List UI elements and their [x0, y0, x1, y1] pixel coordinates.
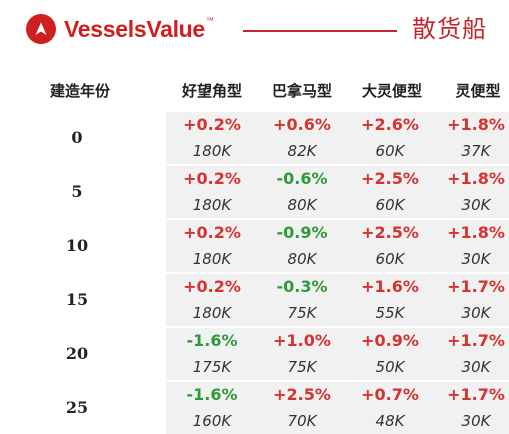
- value-capesize: 180K: [192, 250, 232, 268]
- change-handysize: +1.7%: [447, 277, 505, 296]
- value-panamax: 80K: [287, 196, 317, 214]
- column-header-handysize: 灵便型: [455, 82, 501, 100]
- trademark-symbol: ™: [205, 15, 214, 25]
- column-header-panamax: 巴拿马型: [271, 82, 332, 100]
- change-panamax: +0.6%: [273, 115, 331, 134]
- change-supramax: +2.5%: [361, 169, 419, 188]
- change-capesize: +0.2%: [183, 169, 241, 188]
- change-supramax: +0.7%: [361, 385, 419, 404]
- header: VesselsValue ™ 散货船: [0, 0, 509, 60]
- value-supramax: 50K: [375, 358, 405, 376]
- value-capesize: 180K: [192, 304, 232, 322]
- change-panamax: -0.9%: [276, 223, 328, 242]
- value-handysize: 30K: [461, 196, 491, 214]
- value-panamax: 75K: [287, 304, 317, 322]
- brand-logo: VesselsValue ™: [26, 14, 214, 44]
- change-supramax: +2.5%: [361, 223, 419, 242]
- change-supramax: +1.6%: [361, 277, 419, 296]
- value-panamax: 75K: [287, 358, 317, 376]
- value-panamax: 82K: [287, 142, 317, 160]
- row-age-label: 20: [65, 344, 89, 363]
- value-capesize: 160K: [192, 412, 232, 430]
- change-supramax: +0.9%: [361, 331, 419, 350]
- value-supramax: 60K: [375, 250, 405, 268]
- value-supramax: 48K: [375, 412, 405, 430]
- triangle-arrow-logo-icon: [26, 14, 56, 44]
- change-capesize: +0.2%: [183, 115, 241, 134]
- column-header-supramax: 大灵便型: [361, 82, 422, 100]
- row-shade: [166, 220, 509, 272]
- row-age-label: 25: [65, 398, 89, 417]
- change-capesize: -1.6%: [186, 331, 238, 350]
- brand-name: VesselsValue: [64, 16, 205, 42]
- change-capesize: +0.2%: [183, 223, 241, 242]
- change-handysize: +1.7%: [447, 385, 505, 404]
- change-handysize: +1.8%: [447, 223, 505, 242]
- column-header-capesize: 好望角型: [181, 82, 242, 100]
- change-panamax: -0.6%: [276, 169, 328, 188]
- change-supramax: +2.6%: [361, 115, 419, 134]
- row-age-label: 15: [65, 290, 89, 309]
- value-handysize: 30K: [461, 358, 491, 376]
- value-panamax: 70K: [287, 412, 317, 430]
- value-capesize: 175K: [192, 358, 232, 376]
- row-age-label: 10: [65, 236, 89, 255]
- page-title: 散货船: [412, 15, 487, 43]
- change-capesize: -1.6%: [186, 385, 238, 404]
- change-panamax: +1.0%: [273, 331, 331, 350]
- change-handysize: +1.8%: [447, 169, 505, 188]
- change-handysize: +1.8%: [447, 115, 505, 134]
- value-supramax: 60K: [375, 196, 405, 214]
- value-capesize: 180K: [192, 196, 232, 214]
- change-panamax: +2.5%: [273, 385, 331, 404]
- value-handysize: 30K: [461, 304, 491, 322]
- header-divider: [243, 30, 397, 32]
- change-handysize: +1.7%: [447, 331, 505, 350]
- row-shade: [166, 274, 509, 326]
- value-handysize: 37K: [461, 142, 491, 160]
- value-supramax: 55K: [375, 304, 405, 322]
- change-panamax: -0.3%: [276, 277, 328, 296]
- change-capesize: +0.2%: [183, 277, 241, 296]
- value-supramax: 60K: [375, 142, 405, 160]
- value-handysize: 30K: [461, 250, 491, 268]
- value-handysize: 30K: [461, 412, 491, 430]
- value-capesize: 180K: [192, 142, 232, 160]
- row-shade: [166, 382, 509, 434]
- row-age-label: 5: [71, 182, 83, 201]
- row-shade: [166, 166, 509, 218]
- row-header-label: 建造年份: [49, 82, 110, 100]
- value-panamax: 80K: [287, 250, 317, 268]
- row-shade: [166, 328, 509, 380]
- row-shade: [166, 112, 509, 164]
- row-age-label: 0: [71, 128, 83, 147]
